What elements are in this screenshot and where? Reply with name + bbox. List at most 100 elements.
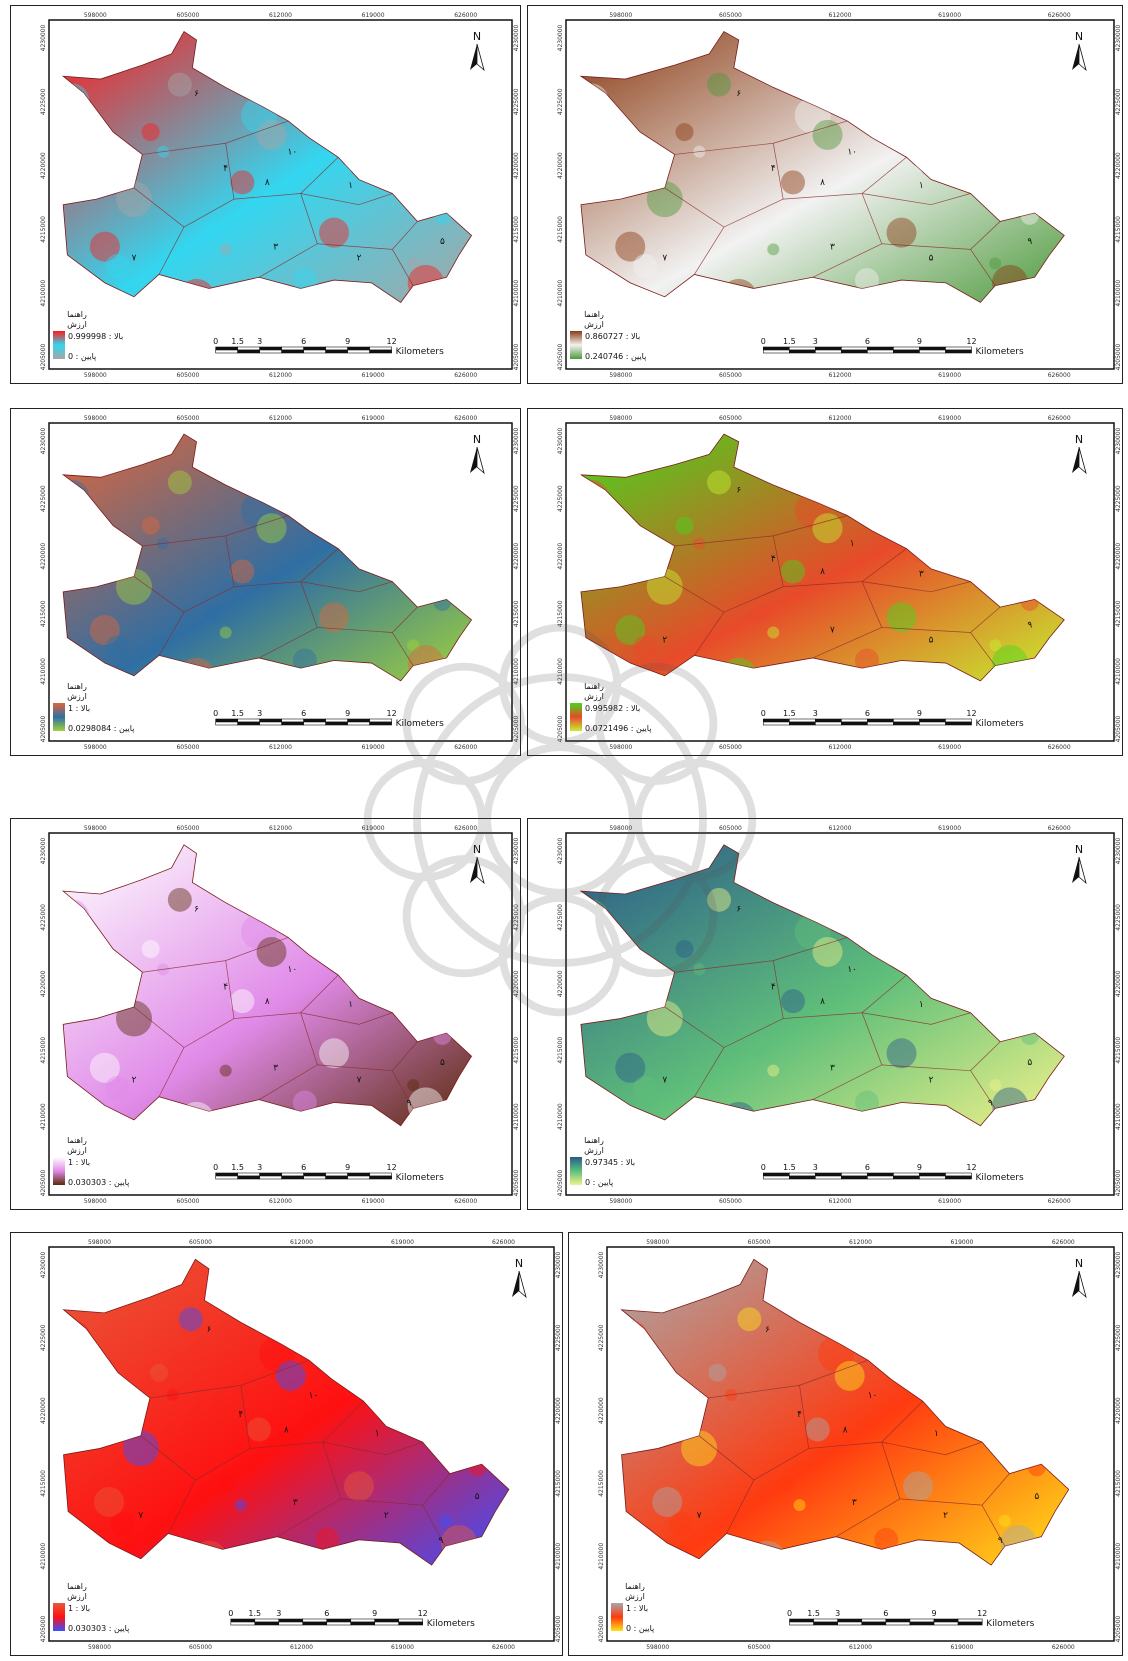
y-tick-left: 4220000	[40, 543, 47, 570]
x-tick-top: 626000	[1048, 12, 1071, 19]
district-border	[158, 226, 185, 275]
legend-title: راهنما	[67, 682, 87, 691]
legend-title: راهنما	[67, 1582, 87, 1591]
district-border	[881, 1441, 983, 1456]
zone-label: ۸	[820, 567, 825, 577]
legend-high: 0.995982 : بالا	[585, 704, 640, 713]
x-tick-bottom: 605000	[719, 744, 742, 751]
zone-label: ۴	[771, 554, 776, 564]
y-tick-left: 4210000	[40, 1103, 47, 1130]
y-tick-right: 4215000	[555, 1470, 562, 1497]
zone-label: ۸	[265, 997, 270, 1007]
x-tick-top: 598000	[609, 12, 632, 19]
y-tick-left: 4210000	[557, 280, 564, 307]
zone-label: ۷	[138, 1511, 143, 1521]
north-label: N	[515, 1257, 523, 1270]
x-tick-top: 605000	[176, 12, 199, 19]
zone-label: ۶	[736, 486, 741, 496]
scale-tick: 6	[865, 337, 870, 346]
zone-label: ۹	[988, 1098, 993, 1108]
scale-tick: 1.5	[248, 1609, 261, 1618]
zone-label: ۷	[662, 254, 667, 264]
y-tick-left: 4225000	[557, 485, 564, 512]
y-tick-left: 4205000	[557, 343, 564, 370]
y-tick-left: 4215000	[598, 1470, 605, 1497]
x-tick-top: 598000	[609, 825, 632, 832]
x-tick-bottom: 598000	[88, 1644, 111, 1651]
y-tick-right: 4210000	[513, 1103, 520, 1130]
district-border	[133, 960, 235, 1048]
y-tick-left: 4220000	[557, 152, 564, 179]
x-tick-bottom: 626000	[1048, 1198, 1071, 1205]
zone-label: ۱	[375, 1429, 380, 1439]
legend-subtitle: ارزش	[67, 692, 87, 701]
y-tick-left: 4230000	[40, 1251, 47, 1278]
district-border	[862, 581, 971, 593]
scale-unit: Kilometers	[976, 1173, 1024, 1183]
x-tick-bottom: 612000	[829, 372, 852, 379]
scale-tick: 9	[917, 337, 922, 346]
scale-tick: 6	[865, 709, 870, 718]
zone-label: ۵	[1027, 1058, 1032, 1068]
legend-low: پایین : 0.0721496	[585, 724, 651, 733]
scale-tick: 12	[387, 337, 397, 346]
study-area	[61, 31, 473, 303]
y-tick-right: 4230000	[1115, 837, 1122, 864]
scale-tick: 0	[787, 1609, 792, 1618]
scale-tick: 1.5	[231, 337, 244, 346]
zone-label: ۷	[357, 1075, 362, 1085]
legend-title: راهنما	[584, 682, 604, 691]
district-border	[158, 611, 185, 656]
y-tick-right: 4205000	[1115, 343, 1122, 370]
y-tick-right: 4210000	[1115, 658, 1122, 685]
x-tick-top: 619000	[938, 415, 961, 422]
y-tick-right: 4230000	[555, 1251, 562, 1278]
legend-high: 1 : بالا	[626, 1604, 648, 1613]
y-tick-right: 4230000	[1115, 427, 1122, 454]
y-tick-left: 4225000	[557, 88, 564, 115]
x-tick-bottom: 626000	[454, 372, 477, 379]
x-tick-bottom: 612000	[829, 744, 852, 751]
map-panel-4: 598000 598000 605000 605000 612000 612000 6190…	[527, 408, 1123, 756]
scale-tick: 3	[813, 709, 818, 718]
y-tick-right: 4210000	[513, 280, 520, 307]
study-area	[579, 31, 1065, 303]
x-tick-top: 605000	[719, 12, 742, 19]
x-tick-top: 605000	[176, 415, 199, 422]
north-arrow-icon	[1072, 44, 1079, 70]
district-border	[694, 226, 725, 275]
legend-high: 1 : بالا	[68, 704, 90, 713]
x-tick-top: 619000	[938, 825, 961, 832]
y-tick-right: 4220000	[513, 152, 520, 179]
y-tick-right: 4215000	[513, 1037, 520, 1064]
zone-label: ۱	[348, 181, 353, 191]
y-tick-right: 4230000	[513, 837, 520, 864]
x-tick-bottom: 598000	[84, 1198, 107, 1205]
scale-tick: 9	[345, 709, 350, 718]
district-border	[322, 1441, 423, 1456]
y-tick-left: 4230000	[598, 1251, 605, 1278]
zone-label: ۳	[852, 1498, 857, 1508]
scale-tick: 12	[977, 1609, 987, 1618]
legend-title: راهنما	[625, 1582, 645, 1591]
legend-ramp	[53, 703, 65, 731]
y-tick-left: 4225000	[40, 904, 47, 931]
study-area	[61, 433, 473, 682]
y-tick-right: 4205000	[513, 715, 520, 742]
scale-tick: 0	[761, 337, 766, 346]
north-arrow-icon	[1072, 857, 1079, 883]
legend-ramp	[53, 331, 65, 359]
scale-tick: 3	[257, 1163, 262, 1172]
x-tick-bottom: 605000	[189, 1644, 212, 1651]
north-label: N	[473, 843, 481, 856]
y-tick-left: 4230000	[40, 24, 47, 51]
zone-label: ۶	[765, 1325, 770, 1335]
x-tick-bottom: 619000	[938, 744, 961, 751]
zone-label: ۱	[919, 181, 924, 191]
y-tick-left: 4225000	[40, 1324, 47, 1351]
zone-label: ۹	[438, 1536, 443, 1546]
zone-label: ۲	[929, 1075, 934, 1085]
zone-label: ۸	[820, 178, 825, 188]
map-canvas: 598000 598000 605000 605000 612000 612000 6190…	[40, 825, 520, 1205]
legend-ramp	[53, 1603, 65, 1631]
